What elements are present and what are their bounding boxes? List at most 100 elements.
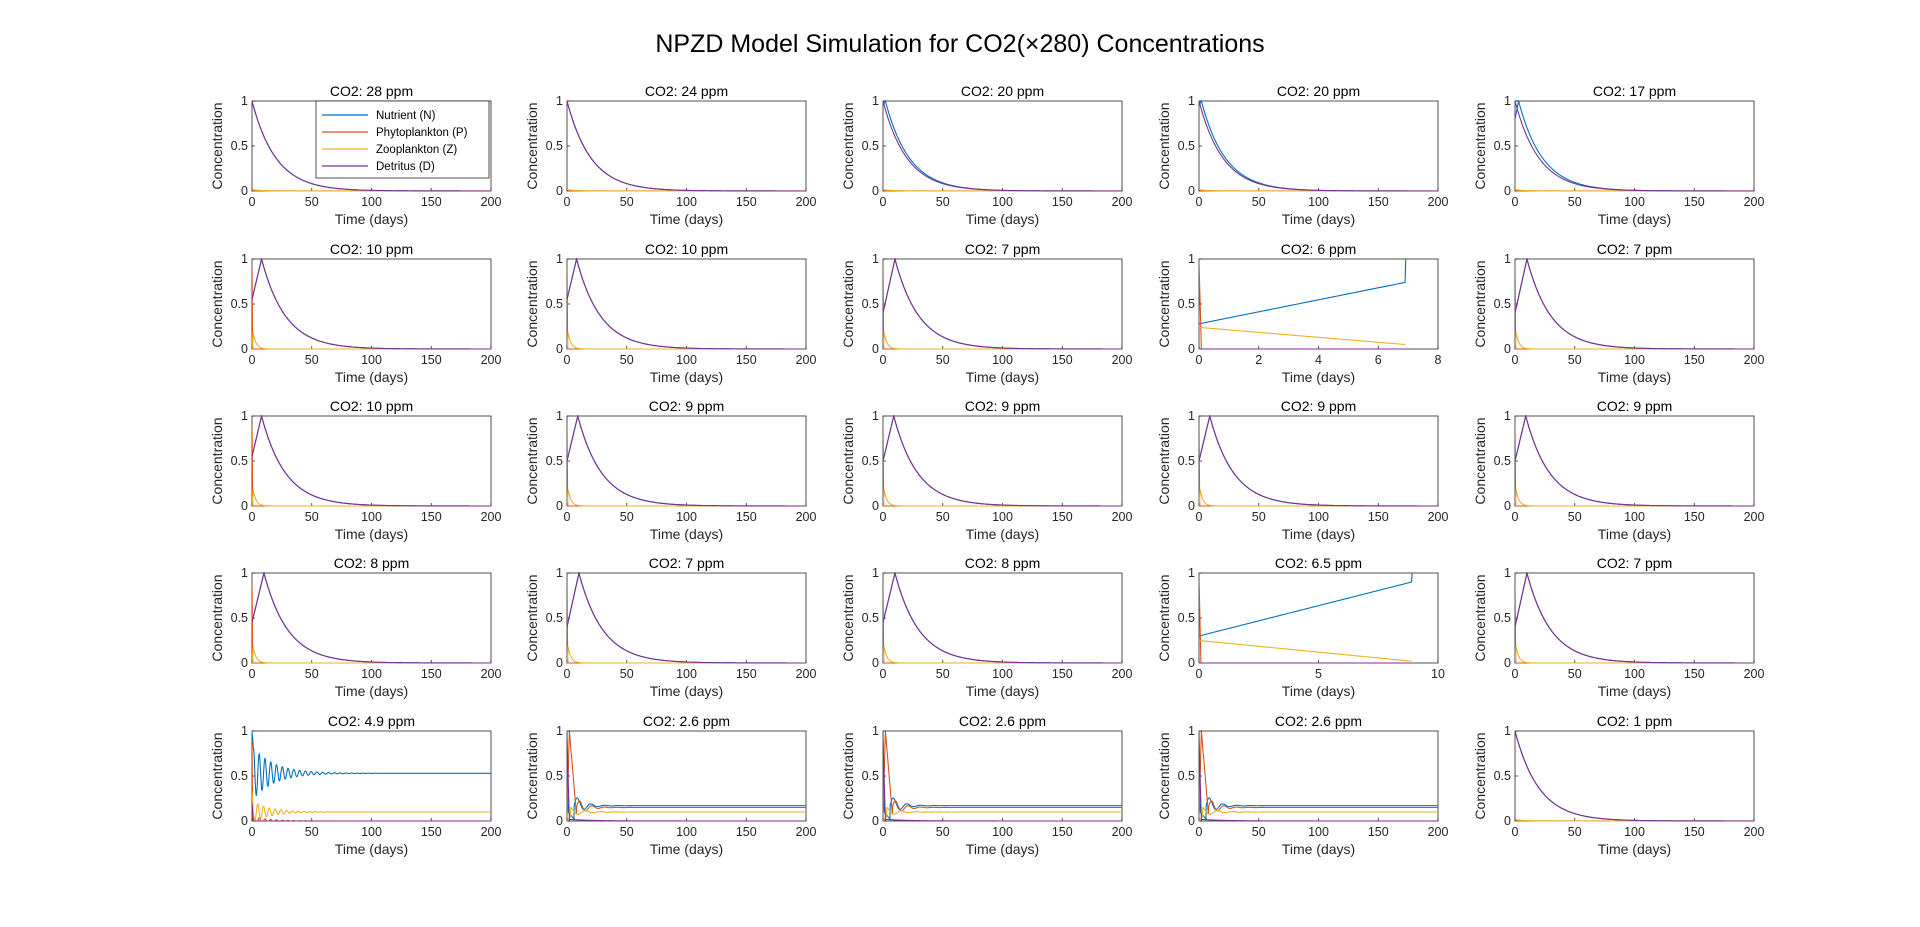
y-axis-label: Concentration [1156,417,1172,504]
subplot-7: CO2: 10 ppm 0 50 100 150 200 0 0.5 1 Time (days) C… [524,241,816,385]
series-line-p [1199,731,1438,817]
x-axis-label: Time (days) [1598,841,1671,857]
x-tick-label: 0 [1512,353,1519,367]
x-tick-label: 100 [992,510,1013,524]
subplot-1: CO2: 28 ppm 0 50 100 150 200 0 0.5 1 Time (days) C… [209,83,501,227]
y-tick-label: 1 [872,409,879,423]
y-tick-label: 1 [1188,409,1195,423]
y-tick-label: 1 [872,724,879,738]
x-tick-label: 200 [481,353,502,367]
y-tick-label: 1 [1504,94,1511,108]
x-tick-label: 200 [481,667,502,681]
axes-box [1514,415,1755,507]
y-tick-label: 0 [1188,499,1195,513]
subplot-title: CO2: 10 ppm [645,241,728,257]
y-tick-label: 1 [241,252,248,266]
subplot-8: CO2: 7 ppm 0 50 100 150 200 0 0.5 1 Time (days) Co… [840,241,1132,385]
y-tick-label: 0.5 [1178,297,1195,311]
x-tick-label: 200 [1744,825,1765,839]
y-tick-label: 0 [556,814,563,828]
x-tick-label: 150 [1368,195,1389,209]
x-tick-label: 4 [1315,353,1322,367]
series-line-z [1199,639,1412,662]
subplot-22: CO2: 2.6 ppm 0 50 100 150 200 0 0.5 1 Time (days)… [524,713,816,857]
subplot-title: CO2: 8 ppm [965,555,1040,571]
subplot-title: CO2: 10 ppm [330,241,413,257]
series-line-p [567,731,806,817]
x-axis-label: Time (days) [1282,211,1355,227]
y-tick-label: 0 [872,342,879,356]
y-axis-label: Concentration [840,260,856,347]
axes-box [566,415,807,507]
x-tick-label: 0 [1196,510,1203,524]
series-line-d [252,415,491,507]
series-line-d [883,572,1122,664]
series-line-d [1515,572,1754,664]
x-tick-label: 100 [1624,353,1645,367]
series-line-d [567,100,806,192]
series-line-d [1199,739,1438,822]
x-tick-label: 50 [1568,825,1582,839]
legend: Nutrient (N) Phytoplankton (P) Zooplankton… [315,100,490,179]
x-tick-label: 0 [880,510,887,524]
x-tick-label: 150 [421,510,442,524]
x-axis-label: Time (days) [966,683,1039,699]
y-tick-label: 1 [1504,566,1511,580]
series-line-d [567,572,806,664]
series-line-z [567,806,806,822]
x-tick-label: 150 [1684,510,1705,524]
series-line-d [883,258,1122,350]
x-tick-label: 0 [880,667,887,681]
legend-entry: Phytoplankton (P) [376,127,468,139]
x-tick-label: 200 [1744,195,1765,209]
x-tick-label: 50 [1568,667,1582,681]
y-tick-label: 0 [872,814,879,828]
axes-box [882,258,1123,350]
y-axis-label: Concentration [1472,102,1488,189]
x-axis-label: Time (days) [1282,526,1355,542]
x-tick-label: 200 [1112,353,1133,367]
x-tick-label: 50 [1568,195,1582,209]
x-tick-label: 50 [305,510,319,524]
y-tick-label: 0 [1188,814,1195,828]
subplot-6: CO2: 10 ppm 0 50 100 150 200 0 0.5 1 Time (days) C… [209,241,501,385]
subplot-title: CO2: 9 ppm [965,398,1040,414]
subplot-2: CO2: 24 ppm 0 50 100 150 200 0 0.5 1 Time (days) C… [524,83,816,227]
x-tick-label: 50 [620,510,634,524]
x-tick-label: 50 [620,353,634,367]
y-axis-label: Concentration [1156,102,1172,189]
series-line-d [883,100,1122,192]
subplot-title: CO2: 17 ppm [1593,83,1676,99]
y-tick-label: 0.5 [862,611,879,625]
x-tick-label: 150 [736,667,757,681]
y-tick-label: 0.5 [862,139,879,153]
x-tick-label: 100 [1308,825,1329,839]
subplot-25: CO2: 1 ppm 0 50 100 150 200 0 0.5 1 Time (days) Co… [1472,713,1764,857]
axes-box [882,572,1123,664]
x-tick-label: 0 [249,667,256,681]
series-line-d [883,739,1122,822]
y-tick-label: 1 [556,566,563,580]
y-tick-label: 0.5 [862,769,879,783]
y-tick-label: 1 [241,566,248,580]
y-tick-label: 1 [1188,566,1195,580]
subplot-title: CO2: 6.5 ppm [1275,555,1362,571]
x-tick-label: 2 [1255,353,1262,367]
y-axis-label: Concentration [209,260,225,347]
subplot-title: CO2: 2.6 ppm [1275,713,1362,729]
subplot-title: CO2: 1 ppm [1597,713,1672,729]
x-tick-label: 50 [305,195,319,209]
subplot-4: CO2: 20 ppm 0 50 100 150 200 0 0.5 1 Time (days) C… [1156,83,1448,227]
x-tick-label: 200 [1428,510,1449,524]
x-axis-label: Time (days) [1282,841,1355,857]
x-tick-label: 50 [1568,510,1582,524]
x-axis-label: Time (days) [966,211,1039,227]
y-tick-label: 0 [1188,342,1195,356]
x-tick-label: 50 [305,667,319,681]
legend-entry: Zooplankton (Z) [376,144,457,156]
y-axis-label: Concentration [840,574,856,661]
subplot-10: CO2: 7 ppm 0 50 100 150 200 0 0.5 1 Time (days) Co… [1472,241,1764,385]
y-axis-label: Concentration [1472,732,1488,819]
y-tick-label: 1 [1188,724,1195,738]
y-tick-label: 1 [241,94,248,108]
